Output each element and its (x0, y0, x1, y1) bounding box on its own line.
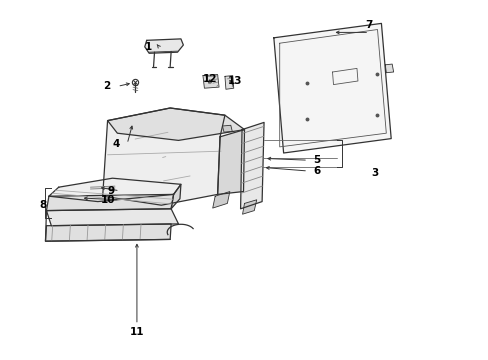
Polygon shape (46, 194, 173, 211)
Text: 11: 11 (129, 327, 144, 337)
Polygon shape (171, 184, 181, 209)
Polygon shape (242, 200, 256, 214)
Polygon shape (222, 125, 232, 132)
Text: 7: 7 (365, 20, 372, 30)
Polygon shape (102, 108, 224, 205)
Polygon shape (107, 108, 244, 140)
Polygon shape (273, 23, 390, 153)
Text: 3: 3 (371, 168, 378, 178)
Polygon shape (46, 209, 178, 226)
Polygon shape (45, 224, 171, 241)
Polygon shape (240, 122, 264, 209)
Polygon shape (385, 64, 393, 73)
Polygon shape (49, 178, 181, 202)
Polygon shape (224, 76, 233, 89)
Text: 5: 5 (312, 155, 320, 165)
Text: 4: 4 (112, 139, 120, 149)
Text: 13: 13 (227, 76, 242, 86)
Polygon shape (144, 39, 183, 53)
Polygon shape (217, 130, 244, 194)
Text: 6: 6 (312, 166, 320, 176)
Polygon shape (212, 192, 229, 208)
Text: 1: 1 (144, 42, 151, 52)
Text: 8: 8 (39, 200, 46, 210)
Text: 10: 10 (100, 195, 115, 205)
Text: 2: 2 (102, 81, 110, 91)
Text: 9: 9 (107, 186, 115, 196)
Text: 12: 12 (203, 74, 217, 84)
Polygon shape (203, 75, 219, 88)
